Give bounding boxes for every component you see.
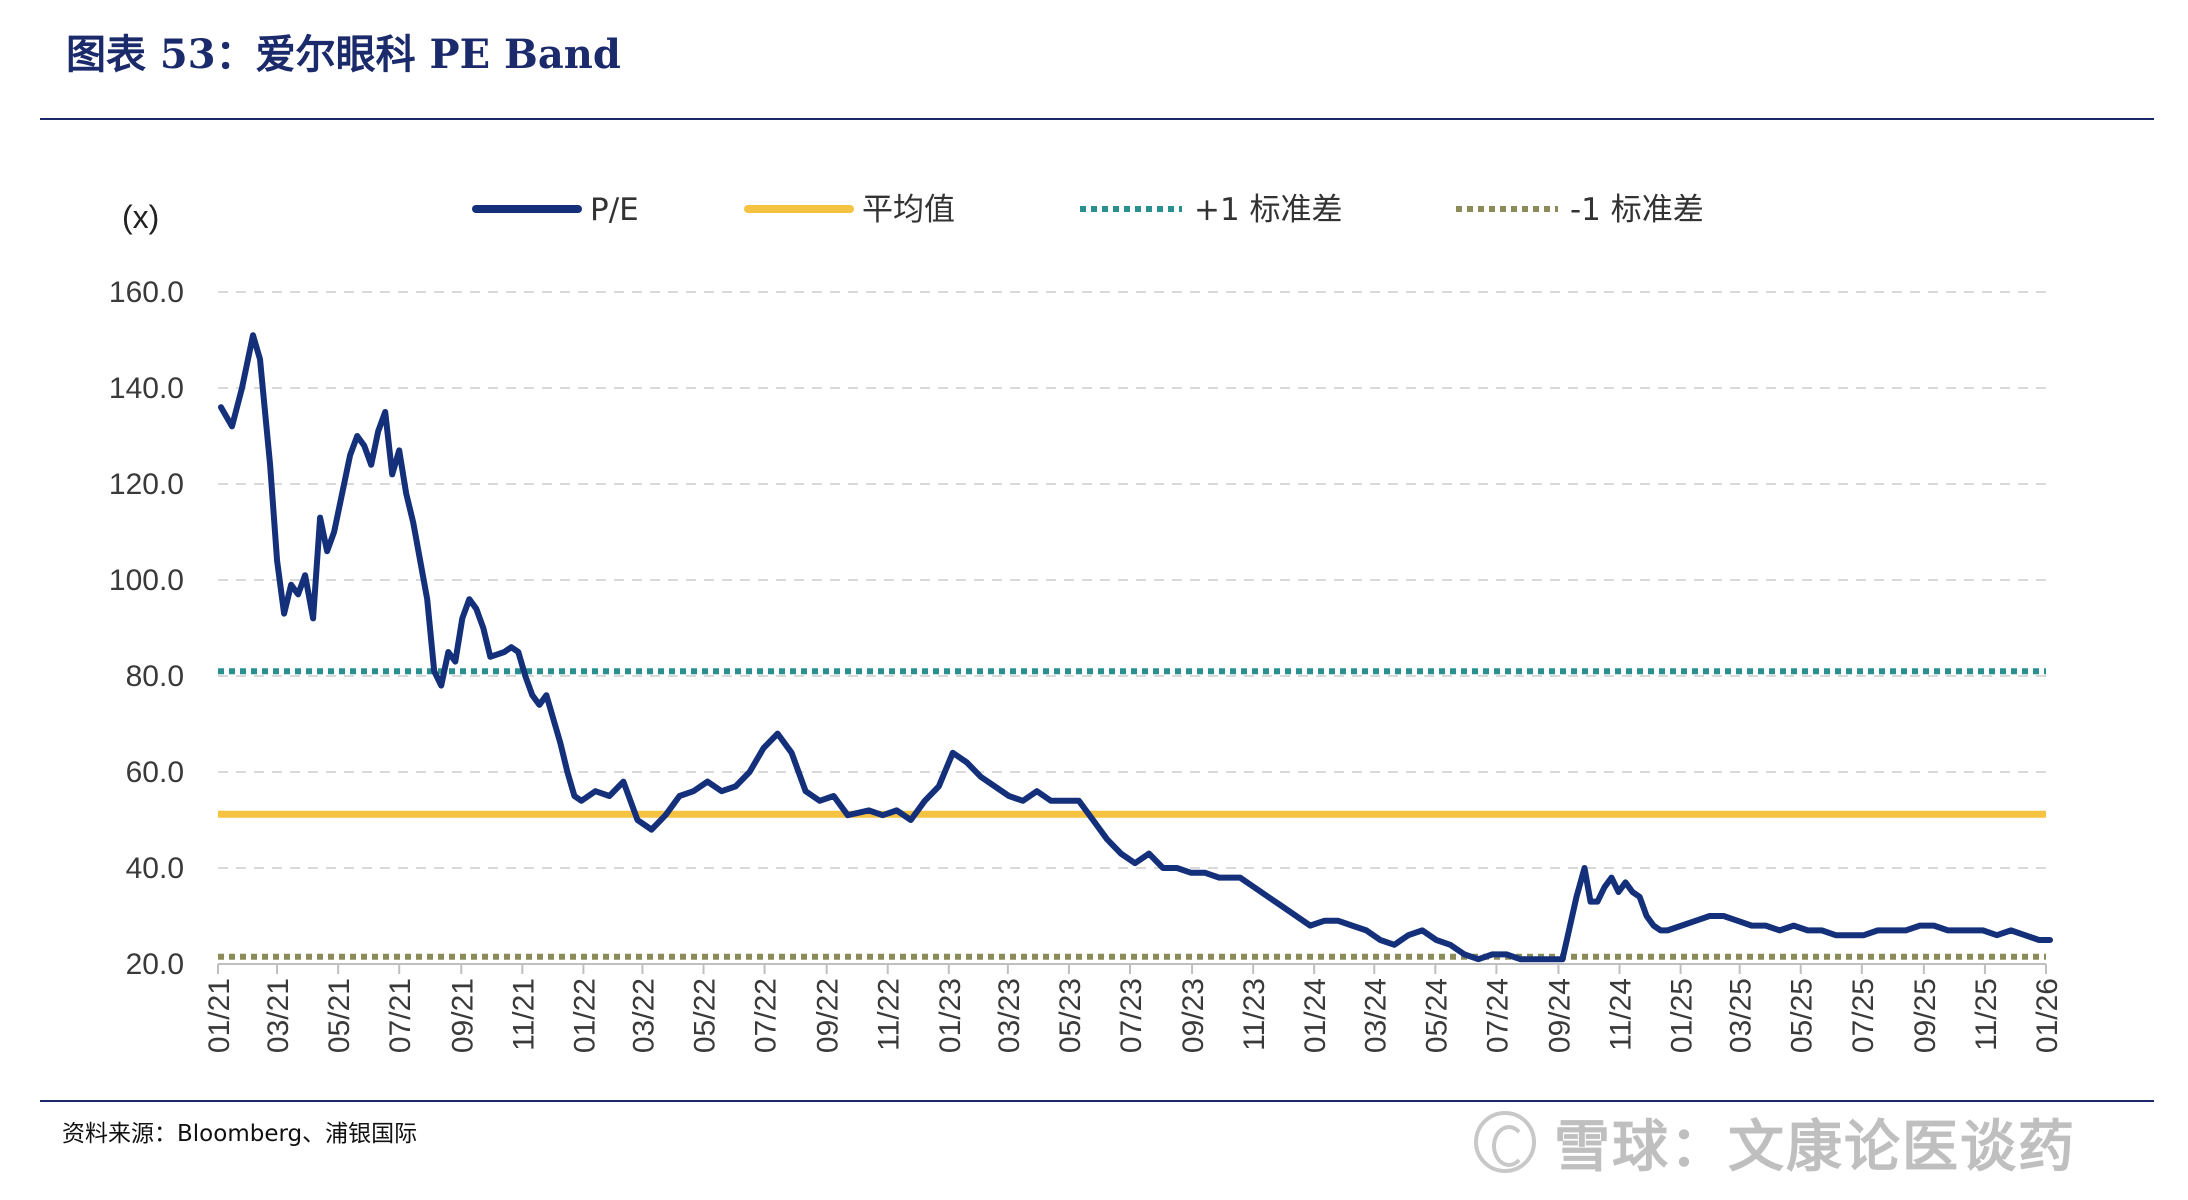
x-tick-label: 03/22	[627, 978, 660, 1053]
reference-lines	[218, 668, 2046, 960]
x-tick-label: 05/24	[1420, 978, 1453, 1053]
y-tick-label: 100.0	[109, 564, 184, 597]
pe-band-chart: (x) P/E 平均值 +1 标准差 -1 标准差 20.0 40.0 60.0 80.0 1…	[109, 192, 2064, 1053]
chart-title: 图表 53：爱尔眼科 PE Band	[66, 31, 621, 78]
grid-lines	[218, 291, 2046, 869]
series-group	[218, 332, 2053, 963]
x-tick-label: 05/22	[689, 978, 722, 1053]
x-axis: 01/21 03/21 05/21 07/21 09/21 11/21 01/22 03/22…	[203, 963, 2064, 1053]
x-tick-label: 09/24	[1543, 978, 1576, 1053]
x-tick-label: 05/25	[1786, 978, 1819, 1053]
x-tick-label: 07/21	[384, 978, 417, 1053]
xueqiu-logo-icon	[1474, 1111, 1536, 1173]
legend-label: P/E	[590, 192, 639, 228]
x-tick-label: 01/24	[1299, 978, 1332, 1053]
y-axis-unit-label: (x)	[122, 199, 159, 235]
x-tick-label: 09/22	[812, 978, 845, 1053]
y-tick-label: 60.0	[126, 756, 184, 789]
watermark-text: 雪球：文康论医谈药	[1554, 1114, 2076, 1180]
legend-label: +1 标准差	[1194, 192, 1343, 228]
y-tick-label: 120.0	[109, 468, 184, 501]
x-tick-label: 05/21	[323, 978, 356, 1053]
x-tick-label: 03/24	[1359, 978, 1392, 1053]
x-tick-label: 09/25	[1909, 978, 1942, 1053]
x-tick-label: 03/23	[993, 978, 1026, 1053]
x-tick-label: 11/25	[1970, 978, 2003, 1051]
x-tick-label: 11/23	[1238, 978, 1271, 1051]
x-tick-label: 01/23	[934, 978, 967, 1053]
x-tick-label: 11/22	[873, 978, 906, 1051]
x-tick-label: 01/21	[203, 978, 236, 1053]
x-tick-label: 07/25	[1847, 978, 1880, 1053]
y-axis-ticks: 20.0 40.0 60.0 80.0 100.0 120.0 140.0 160.0	[109, 276, 184, 981]
header-divider	[40, 118, 2154, 120]
x-tick-label: 07/23	[1115, 978, 1148, 1053]
x-tick-label: 05/23	[1054, 978, 1087, 1053]
x-tick-label: 11/21	[507, 978, 540, 1051]
x-tick-label: 01/25	[1666, 978, 1699, 1053]
x-tick-label: 03/21	[262, 978, 295, 1053]
x-tick-label: 09/23	[1177, 978, 1210, 1053]
y-tick-label: 80.0	[126, 660, 184, 693]
x-tick-label: 07/22	[750, 978, 783, 1053]
x-tick-label: 11/24	[1605, 978, 1638, 1051]
footer-divider	[40, 1100, 2154, 1102]
x-tick-label: 03/25	[1725, 978, 1758, 1053]
x-tick-label: 09/21	[446, 978, 479, 1053]
y-tick-label: 160.0	[109, 276, 184, 309]
x-tick-label: 01/22	[568, 978, 601, 1053]
series-line-pe	[218, 332, 2053, 963]
legend-label: 平均值	[862, 192, 955, 228]
x-tick-label: 07/24	[1481, 978, 1514, 1053]
watermark: 雪球：文康论医谈药	[1474, 1102, 2076, 1182]
y-tick-label: 140.0	[109, 372, 184, 405]
chart-legend: P/E 平均值 +1 标准差 -1 标准差	[472, 192, 1704, 228]
y-tick-label: 20.0	[126, 948, 184, 981]
y-tick-label: 40.0	[126, 852, 184, 885]
x-tick-label: 01/26	[2031, 978, 2064, 1053]
source-note: 资料来源：Bloomberg、浦银国际	[62, 1121, 418, 1147]
legend-label: -1 标准差	[1570, 192, 1704, 228]
